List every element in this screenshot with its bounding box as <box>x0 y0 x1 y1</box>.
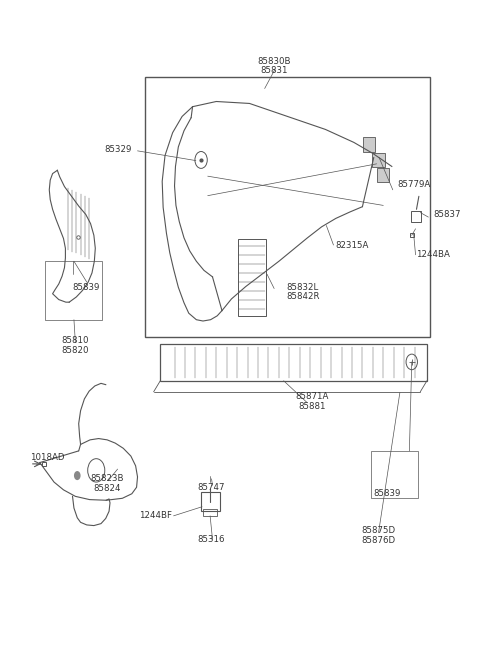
Text: 85830B: 85830B <box>257 57 291 66</box>
Bar <box>160 344 427 381</box>
Text: 1244BA: 1244BA <box>416 250 449 259</box>
Text: 85837: 85837 <box>433 210 461 219</box>
Text: 85823B: 85823B <box>90 474 124 483</box>
Text: 1018AD: 1018AD <box>30 453 64 462</box>
Bar <box>372 451 418 498</box>
Text: 85824: 85824 <box>94 484 121 493</box>
Text: 85876D: 85876D <box>361 536 396 545</box>
Bar <box>145 77 430 337</box>
Text: 85839: 85839 <box>373 489 401 498</box>
Text: 1244BF: 1244BF <box>139 512 172 520</box>
Text: 85329: 85329 <box>105 145 132 154</box>
Text: 85831: 85831 <box>261 66 288 75</box>
Bar <box>201 492 219 512</box>
Text: 85747: 85747 <box>198 483 225 492</box>
Bar <box>45 261 102 320</box>
Bar <box>363 137 375 151</box>
Bar <box>372 153 384 167</box>
Text: 85316: 85316 <box>198 534 225 544</box>
Text: 85881: 85881 <box>299 402 326 411</box>
Bar <box>203 510 217 516</box>
Text: 82315A: 82315A <box>336 240 369 250</box>
Circle shape <box>74 471 81 480</box>
Bar <box>411 211 421 222</box>
Text: 85839: 85839 <box>72 283 99 291</box>
Text: 85779A: 85779A <box>397 180 431 189</box>
Text: 85820: 85820 <box>61 346 89 355</box>
Text: 85832L: 85832L <box>286 283 318 291</box>
Text: 85842R: 85842R <box>286 293 320 301</box>
Bar <box>377 168 389 182</box>
Text: 85871A: 85871A <box>295 392 329 401</box>
Text: 85875D: 85875D <box>361 526 396 535</box>
Text: 85810: 85810 <box>61 336 89 345</box>
Bar <box>238 239 265 316</box>
